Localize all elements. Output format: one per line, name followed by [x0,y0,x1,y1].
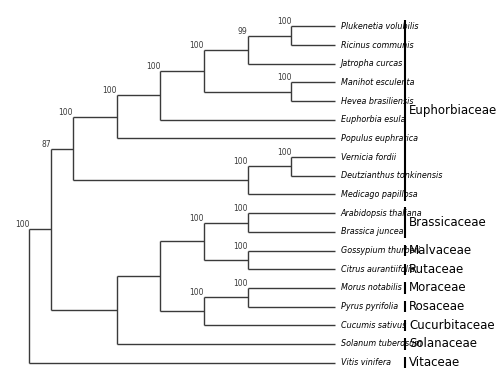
Text: Vernicia fordii: Vernicia fordii [340,152,396,161]
Text: Manihot esculenta: Manihot esculenta [340,78,414,87]
Text: Brassicaceae: Brassicaceae [409,216,487,229]
Text: Hevea brasiliensis: Hevea brasiliensis [340,96,413,105]
Text: 100: 100 [102,86,117,95]
Text: 100: 100 [15,220,30,229]
Text: Malvaceae: Malvaceae [409,244,472,257]
Text: Rutaceae: Rutaceae [409,263,465,276]
Text: Brassica juncea: Brassica juncea [340,228,403,237]
Text: 100: 100 [190,41,204,50]
Text: 99: 99 [238,27,248,36]
Text: 100: 100 [233,204,248,213]
Text: Cucumis sativus: Cucumis sativus [340,321,406,330]
Text: Moraceae: Moraceae [409,281,467,294]
Text: Rosaceae: Rosaceae [409,300,466,313]
Text: Vitaceae: Vitaceae [409,356,461,369]
Text: Citrus aurantiifolia: Citrus aurantiifolia [340,265,414,274]
Text: Cucurbitaceae: Cucurbitaceae [409,319,495,332]
Text: Plukenetia volubilis: Plukenetia volubilis [340,22,418,31]
Text: Populus euphratica: Populus euphratica [340,134,417,143]
Text: 100: 100 [276,74,291,82]
Text: 100: 100 [190,214,204,223]
Text: 100: 100 [58,108,73,117]
Text: Jatropha curcas: Jatropha curcas [340,59,403,68]
Text: 100: 100 [276,18,291,26]
Text: 87: 87 [42,140,51,149]
Text: Euphorbiaceae: Euphorbiaceae [409,104,498,117]
Text: 100: 100 [276,148,291,157]
Text: Solanum tuberosum: Solanum tuberosum [340,340,421,349]
Text: Arabidopsis thaliana: Arabidopsis thaliana [340,209,422,218]
Text: Medicago papillosa: Medicago papillosa [340,190,417,199]
Text: Vitis vinifera: Vitis vinifera [340,358,390,367]
Text: 100: 100 [233,279,248,288]
Text: Ricinus communis: Ricinus communis [340,40,413,49]
Text: Morus notabilis: Morus notabilis [340,284,402,293]
Text: Euphorbia esula: Euphorbia esula [340,115,405,124]
Text: 100: 100 [233,158,248,166]
Text: 100: 100 [190,288,204,297]
Text: Pyrus pyrifolia: Pyrus pyrifolia [340,302,398,311]
Text: Solanaceae: Solanaceae [409,338,477,350]
Text: 100: 100 [233,242,248,251]
Text: 100: 100 [146,62,160,71]
Text: Deutzianthus tonkinensis: Deutzianthus tonkinensis [340,171,442,180]
Text: Gossypium thurberi: Gossypium thurberi [340,246,419,255]
